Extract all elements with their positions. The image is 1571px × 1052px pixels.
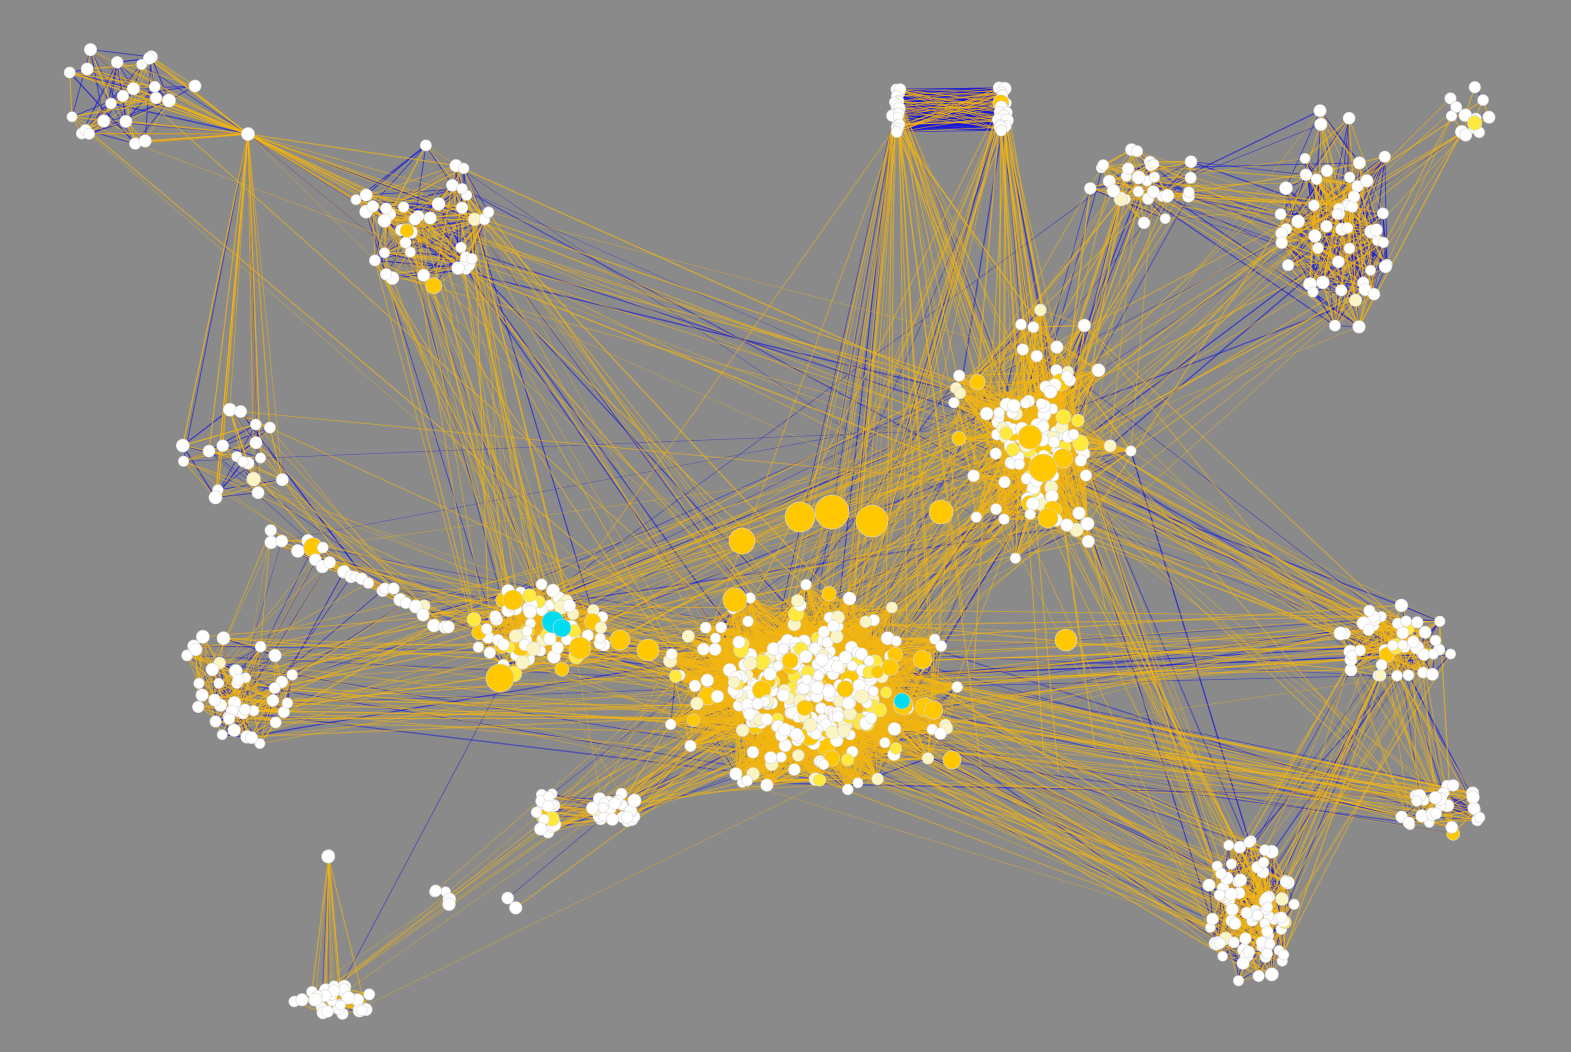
gold-edge [389, 145, 427, 215]
gold-edge [151, 56, 196, 87]
gold-edge [385, 165, 457, 209]
blue-edge [236, 682, 820, 781]
blue-edge [240, 411, 369, 584]
blue-edge [1080, 450, 1131, 461]
blue-edge [1319, 110, 1360, 164]
blue-edge [861, 695, 1452, 828]
gold-edge [71, 116, 136, 145]
blue-edge [88, 120, 127, 135]
blue-edge [425, 145, 453, 186]
blue-edge [1109, 212, 1384, 447]
blue-edge [1153, 110, 1321, 193]
gold-edge [428, 217, 466, 261]
blue-edge [150, 56, 170, 101]
blue-edge [670, 676, 677, 725]
blue-edge [461, 188, 1044, 447]
blue-edge [1050, 445, 1375, 620]
blue-edge [274, 576, 352, 689]
blue-edge [271, 404, 1007, 543]
blue-edge [1362, 242, 1384, 283]
blue-edge [896, 130, 1002, 133]
blue-edge [89, 49, 105, 122]
blue-edge [1138, 191, 1336, 327]
blue-edge [1407, 674, 1474, 798]
blue-edge [627, 773, 737, 818]
blue-edge [365, 145, 427, 212]
gold-edge [117, 61, 196, 87]
gold-edge [198, 636, 204, 684]
gold-edge [110, 97, 157, 104]
blue-edge [69, 72, 136, 145]
gold-edge [87, 68, 155, 88]
blue-edge [182, 445, 217, 498]
gold-edge [372, 206, 387, 275]
blue-edge [463, 168, 489, 213]
gold-edge [269, 427, 283, 480]
blue-edge [86, 68, 112, 104]
blue-edge [81, 62, 118, 134]
blue-edge [1316, 124, 1322, 180]
gold-edge [71, 100, 170, 118]
blue-edge [90, 49, 152, 58]
blue-edge [461, 188, 1005, 483]
gold-edge [365, 211, 385, 253]
gold-edge [88, 62, 118, 134]
blue-edge [182, 409, 231, 447]
gold-edge [255, 424, 283, 480]
gold-edge [433, 185, 453, 286]
blue-edge [125, 86, 156, 122]
blue-edge [110, 102, 249, 135]
gold-edge [89, 49, 112, 104]
gold-edge [215, 479, 283, 498]
blue-edge [881, 653, 1425, 678]
gold-edge [183, 461, 216, 498]
blue-edge [899, 124, 1002, 131]
gold-edge [385, 167, 464, 210]
gold-edge [103, 120, 146, 142]
blue-edge [208, 450, 425, 607]
gold-edge [384, 188, 463, 222]
blue-edge [116, 62, 157, 99]
gold-edge [122, 64, 143, 97]
gold-edge [195, 649, 216, 701]
blue-edge [1021, 293, 1375, 430]
blue-edge [141, 63, 249, 135]
gold-edge [423, 218, 431, 276]
blue-edge [365, 145, 427, 196]
blue-edge [1153, 124, 1321, 193]
blue-edge [71, 49, 92, 117]
gold-edge [389, 213, 467, 270]
gold-edge [69, 72, 73, 117]
blue-edge [215, 492, 259, 498]
blue-edge [1401, 604, 1441, 622]
gold-edge [229, 409, 249, 464]
blue-edge [409, 251, 518, 655]
